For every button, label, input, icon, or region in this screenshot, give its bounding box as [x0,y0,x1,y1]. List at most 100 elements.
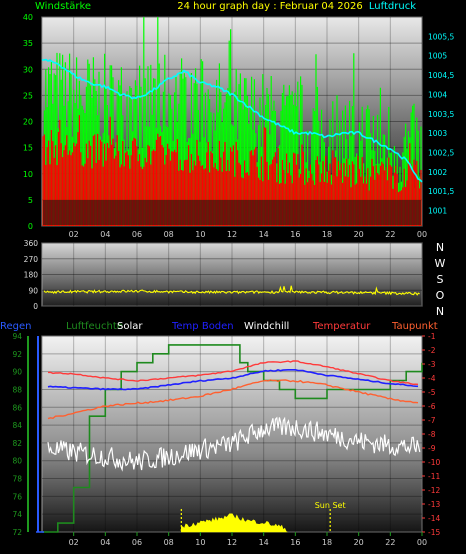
temp-tick-label: -6 [428,402,436,411]
x-tick-label: 18 [322,538,332,547]
y2-tick-label: 1005 [428,52,447,61]
x-tick-label: 14 [259,230,269,239]
humidity-tick-label: 82 [12,439,22,448]
x-tick-label: 18 [322,230,332,239]
x-tick-label: 14 [259,538,269,547]
x-tick-label: 02 [69,538,79,547]
x-tick-label: 16 [290,538,300,547]
y2-tick-label: 1002,5 [428,148,454,157]
series-windgeschwindigkeit-floor [43,199,421,225]
y2-tick-label: 1004 [428,90,447,99]
temp-tick-label: -8 [428,430,436,439]
x-tick-label: 04 [100,538,110,547]
legend-item: Taupunkt [391,321,438,332]
x-tick-label: 08 [164,538,174,547]
legend-item: Regen [0,321,32,332]
x-tick-label: 00 [417,230,427,239]
y2-tick-label: 1003 [428,129,447,138]
series-solar [181,513,288,533]
y2-tick-label: 1001 [428,207,447,216]
series-luftfeuchte [42,344,423,533]
axis-labels: 051015202530354010011001,510021002,51003… [12,13,454,547]
humidity-tick-label: 92 [12,350,22,359]
humidity-tick-label: 80 [12,457,22,466]
legend-item: Temp Boden [171,321,234,332]
humidity-tick-label: 94 [12,332,22,341]
left-axis-label: Windstärke [35,1,91,12]
temp-tick-label: -12 [428,486,440,495]
x-tick-label: 12 [227,538,237,547]
x-tick-label: 20 [354,230,364,239]
compass-label: N [436,241,444,254]
legend-item: Temperatur [312,321,371,332]
sun-set-label: Sun Set [315,501,346,510]
y2-tick-label: 1004,5 [428,71,454,80]
y-tick-label: 20 [23,118,33,127]
y-tick-label: 35 [23,39,33,48]
humidity-tick-label: 72 [12,528,22,537]
direction-tick-label: 0 [33,302,38,311]
x-tick-label: 10 [195,230,205,239]
chart-marks [36,17,423,533]
y2-tick-label: 1005,5 [428,32,454,41]
wind-direction-plot-area [41,242,423,307]
x-tick-label: 02 [69,230,79,239]
y-tick-label: 15 [23,144,33,153]
y-tick-label: 0 [28,222,33,231]
temp-tick-label: -11 [428,472,440,481]
y2-tick-label: 1001,5 [428,187,454,196]
temp-tick-label: -5 [428,388,436,397]
humidity-tick-label: 86 [12,403,22,412]
temp-tick-label: -14 [428,514,440,523]
y-tick-label: 40 [23,13,33,22]
temp-tick-label: -15 [428,528,440,537]
series-temperatur [47,360,419,386]
chart-title: 24 hour graph day : Februar 04 2026 [177,1,362,12]
humidity-tick-label: 88 [12,385,22,394]
temp-tick-label: -7 [428,416,436,425]
y-tick-label: 10 [23,170,33,179]
y-tick-label: 30 [23,65,33,74]
series-taupunkt [47,379,419,420]
right-axis-label: Luftdruck [369,1,416,12]
compass-label: S [437,273,444,286]
direction-tick-label: 180 [24,271,39,280]
temp-tick-label: -4 [428,374,436,383]
temp-tick-label: -9 [428,444,436,453]
compass-label: N [436,305,444,318]
x-tick-label: 00 [417,538,427,547]
temp-tick-label: -3 [428,360,436,369]
series-windchill [47,416,421,472]
humidity-tick-label: 78 [12,475,22,484]
temperature-humidity-plot-area [41,335,423,533]
legend-item: Luftfeuchte [66,321,123,332]
direction-tick-label: 360 [24,239,39,248]
legend-item: Windchill [244,321,289,332]
humidity-tick-label: 74 [12,510,22,519]
compass-label: W [435,257,446,270]
temp-tick-label: -2 [428,346,436,355]
temp-tick-label: -10 [428,458,440,467]
temp-tick-label: -13 [428,500,440,509]
y-tick-label: 25 [23,91,33,100]
x-tick-label: 12 [227,230,237,239]
x-tick-label: 06 [132,230,142,239]
x-tick-label: 20 [354,538,364,547]
x-tick-label: 16 [290,230,300,239]
x-tick-label: 08 [164,230,174,239]
x-tick-label: 22 [385,230,395,239]
direction-tick-label: 90 [28,286,38,295]
direction-tick-label: 270 [24,255,39,264]
temp-tick-label: -1 [428,332,436,341]
series-luftdruck [41,58,423,183]
x-tick-label: 06 [132,538,142,547]
y2-tick-label: 1002 [428,168,447,177]
humidity-tick-label: 90 [12,368,22,377]
x-tick-label: 22 [385,538,395,547]
humidity-tick-label: 76 [12,492,22,501]
y-tick-label: 5 [28,196,33,205]
series-temp-boden [47,368,419,391]
